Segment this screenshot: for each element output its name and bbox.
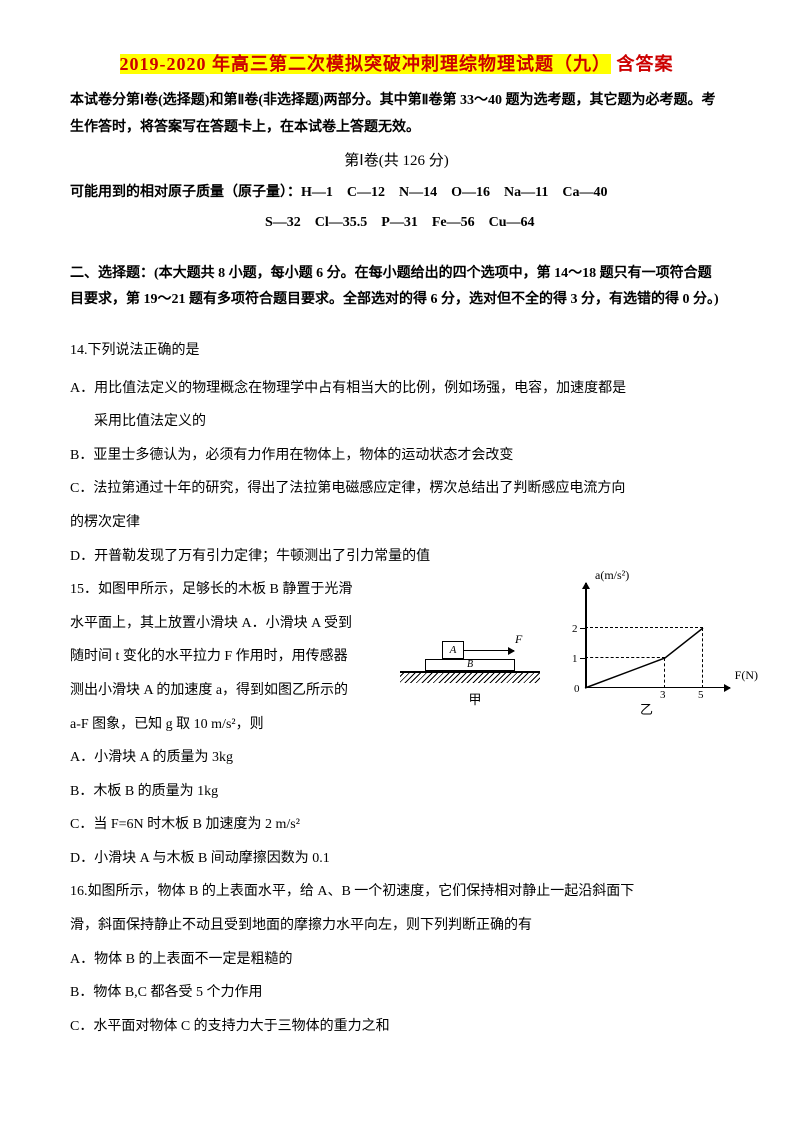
- tick-x5-label: 5: [698, 689, 704, 701]
- section2-header: 二、选择题：(本大题共 8 小题，每小题 6 分。在每小题给出的四个选项中，第 …: [70, 261, 723, 314]
- chart-yi: a(m/s²) F(N) 0 1 2 3 5 乙: [570, 573, 740, 713]
- q14-stem: 14.下列说法正确的是: [70, 334, 723, 368]
- block-diagram: B A F: [400, 613, 540, 673]
- tick-y1-label: 1: [572, 653, 578, 665]
- title-suffix: 含答案: [611, 54, 674, 74]
- block-a: A: [442, 641, 464, 659]
- q15-line3: 随时间 t 变化的水平拉力 F 作用时，用传感器: [70, 640, 380, 674]
- intro-text: 本试卷分第Ⅰ卷(选择题)和第Ⅱ卷(非选择题)两部分。其中第Ⅱ卷第 33～40 题…: [70, 88, 723, 141]
- q16-option-a: A．物体 B 的上表面不一定是粗糙的: [70, 943, 723, 977]
- q15-text-block: 15．如图甲所示，足够长的木板 B 静置于光滑 水平面上，其上放置小滑块 A．小…: [70, 573, 380, 741]
- q15-option-a: A．小滑块 A 的质量为 3kg: [70, 741, 723, 775]
- q15-option-c: C．当 F=6N 时木板 B 加速度为 2 m/s²: [70, 808, 723, 842]
- yi-caption: 乙: [640, 699, 653, 718]
- q15-option-d: D．小滑块 A 与木板 B 间动摩擦因数为 0.1: [70, 842, 723, 876]
- q16-option-b: B．物体 B,C 都各受 5 个力作用: [70, 976, 723, 1010]
- curve-line: [585, 623, 705, 688]
- q16-option-c: C．水平面对物体 C 的支持力大于三物体的重力之和: [70, 1010, 723, 1044]
- page-title: 2019-2020 年高三第二次模拟突破冲刺理综物理试题（九） 含答案: [70, 50, 723, 76]
- hatch-pattern: [400, 673, 540, 683]
- q15-line2: 水平面上，其上放置小滑块 A．小滑块 A 受到: [70, 607, 380, 641]
- y-axis-label: a(m/s²): [595, 568, 629, 583]
- q15-line4: 测出小滑块 A 的加速度 a，得到如图乙所示的: [70, 674, 380, 708]
- q14-option-b: B．亚里士多德认为，必须有力作用在物体上，物体的运动状态才会改变: [70, 439, 723, 473]
- section1-header: 第Ⅰ卷(共 126 分): [70, 149, 723, 170]
- q15-container: 15．如图甲所示，足够长的木板 B 静置于光滑 水平面上，其上放置小滑块 A．小…: [70, 573, 723, 741]
- atomic-mass-label: 可能用到的相对原子质量（原子量）：: [70, 185, 301, 200]
- title-highlight: 2019-2020 年高三第二次模拟突破冲刺理综物理试题（九）: [120, 54, 612, 74]
- atomic-mass-line2: S—32 Cl—35.5 P—31 Fe—56 Cu—64: [265, 211, 723, 231]
- diagram-jia: B A F 甲: [400, 613, 550, 708]
- diagram-yi: a(m/s²) F(N) 0 1 2 3 5 乙: [570, 573, 750, 713]
- q14-option-a: A．用比值法定义的物理概念在物理学中占有相当大的比例，例如场强，电容，加速度都是: [70, 372, 723, 406]
- q15-line1: 15．如图甲所示，足够长的木板 B 静置于光滑: [70, 573, 380, 607]
- q15-line5: a-F 图象，已知 g 取 10 m/s²，则: [70, 708, 380, 742]
- tick-x3-label: 3: [660, 689, 666, 701]
- q16-line1: 16.如图所示，物体 B 的上表面水平，给 A、B 一个初速度，它们保持相对静止…: [70, 875, 723, 909]
- atomic-mass-line1: 可能用到的相对原子质量（原子量）：H—1 C—12 N—14 O—16 Na—1…: [70, 180, 723, 207]
- force-arrow: [464, 650, 514, 652]
- q15-option-b: B．木板 B 的质量为 1kg: [70, 775, 723, 809]
- tick-y2-label: 2: [572, 623, 578, 635]
- q16-line2: 滑，斜面保持静止不动且受到地面的摩擦力水平向左，则下列判断正确的有: [70, 909, 723, 943]
- q14-option-c: C．法拉第通过十年的研究，得出了法拉第电磁感应定律，楞次总结出了判断感应电流方向: [70, 472, 723, 506]
- q14-option-c-cont: 的楞次定律: [70, 506, 723, 540]
- q14-option-a-cont: 采用比值法定义的: [70, 405, 723, 439]
- x-axis-label: F(N): [735, 668, 758, 683]
- curve-path: [585, 628, 703, 688]
- origin-label: 0: [574, 683, 580, 695]
- jia-caption: 甲: [400, 689, 550, 708]
- board-b: B: [425, 659, 515, 671]
- atomic-mass-values1: H—1 C—12 N—14 O—16 Na—11 Ca—40: [301, 185, 607, 200]
- force-label: F: [515, 632, 522, 647]
